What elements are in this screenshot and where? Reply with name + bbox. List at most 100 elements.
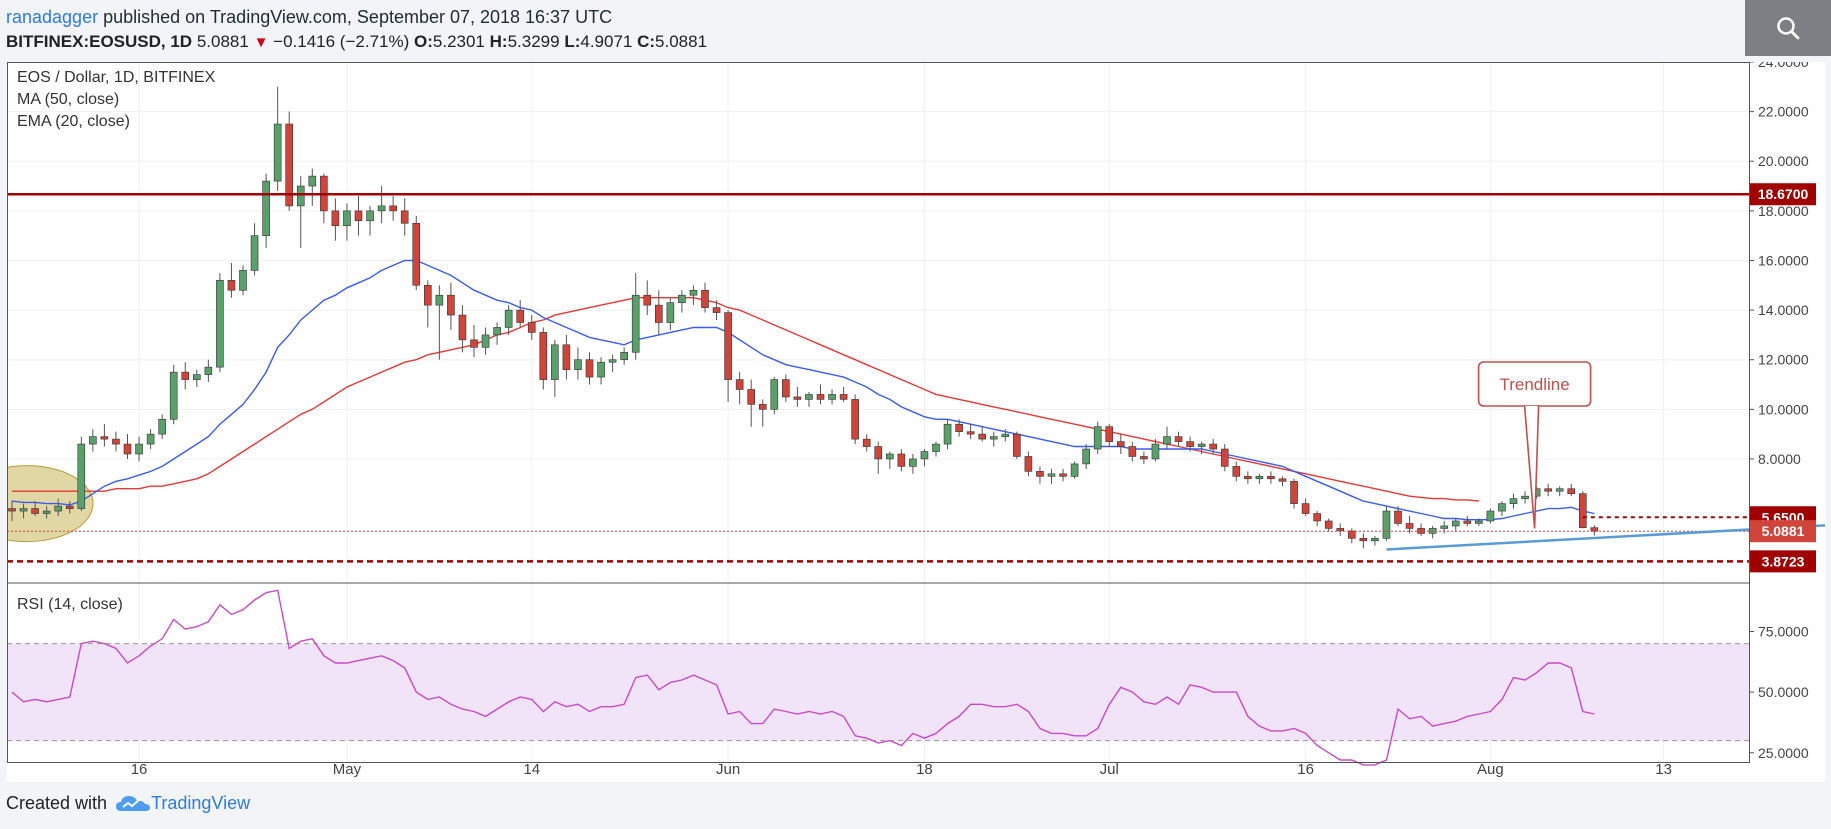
candle-body (216, 280, 224, 368)
x-tick-label: Aug (1477, 761, 1504, 778)
symbol-line: BITFINEX:EOSUSD, 1D 5.0881 ▼ −0.1416 (−2… (6, 30, 707, 55)
candle-body (112, 438, 120, 445)
tradingview-link[interactable]: TradingView (115, 793, 250, 814)
x-tick-label: 14 (523, 761, 540, 778)
candle-body (1555, 488, 1564, 492)
candle-body (54, 505, 63, 512)
y-tick-label: 22.0000 (1758, 104, 1809, 120)
candle-body (620, 351, 628, 361)
candle-body (955, 423, 963, 432)
candle-body (1082, 448, 1090, 465)
candle-body (654, 304, 663, 323)
candle-body (1567, 488, 1576, 494)
candle-body (423, 284, 432, 306)
y-tick-label: 14.0000 (1758, 302, 1809, 318)
tradingview-cloud-icon (116, 795, 151, 811)
candle-body (308, 175, 317, 187)
candle-body (227, 280, 236, 291)
candle-body (1140, 456, 1148, 460)
created-with-text: Created with (6, 793, 108, 813)
candle-body (828, 394, 836, 400)
candle-body (1036, 471, 1044, 477)
candle-body (481, 334, 490, 348)
price-level-tag (1750, 183, 1816, 206)
candle-body (1463, 520, 1472, 524)
x-tick-label: Jul (1100, 761, 1119, 778)
candle-body (1509, 498, 1518, 504)
x-tick-label: 13 (1655, 761, 1672, 778)
candle-body (1070, 463, 1079, 477)
candle-body (909, 458, 917, 467)
candle-body (1359, 538, 1368, 542)
candle-body (262, 180, 270, 236)
y-tick-label: 20.0000 (1758, 153, 1809, 169)
y-tick-label: 16.0000 (1758, 252, 1809, 268)
candle-body (770, 379, 779, 410)
price-chart[interactable]: 16May14Jun18Jul16Aug13Sep24.000022.00002… (0, 54, 1831, 782)
candle-body (146, 433, 155, 445)
open-label: O: (414, 32, 433, 51)
candle-body (366, 210, 374, 222)
down-arrow-icon: ▼ (253, 34, 269, 51)
candle-body (377, 205, 386, 212)
y-tick-label: 10.0000 (1758, 401, 1809, 417)
candle-body (816, 394, 825, 400)
candle-body (1013, 433, 1021, 457)
candle-body (1244, 476, 1252, 480)
candle-body (1382, 510, 1391, 539)
candle-body (1197, 443, 1206, 447)
candle-body (666, 302, 675, 323)
candle-body (551, 344, 559, 380)
candle-body (1255, 476, 1264, 480)
candle-body (193, 374, 201, 380)
price-level-tag-text: 5.0881 (1762, 523, 1805, 539)
candle-body (747, 389, 756, 405)
chart-frame: 16May14Jun18Jul16Aug13Sep24.000022.00002… (0, 54, 1831, 787)
candle-body (250, 235, 259, 271)
candle-body (735, 379, 744, 390)
candle-body (608, 359, 617, 363)
rsi-tick-label: 25.0000 (1758, 745, 1809, 761)
x-tick-label: 16 (1297, 761, 1314, 778)
candle-body (493, 327, 501, 336)
candle-body (412, 222, 421, 286)
price-level-tag (1750, 520, 1816, 543)
candle-body (1128, 446, 1137, 457)
search-icon (1777, 17, 1800, 40)
candle-body (8, 508, 16, 512)
candle-body (885, 453, 894, 460)
candle-body (932, 443, 940, 452)
candle-body (135, 443, 143, 455)
candle-body (181, 371, 190, 380)
low-value: 4.9071 (580, 32, 633, 51)
search-button[interactable] (1745, 0, 1831, 56)
candle-body (527, 322, 536, 333)
candle-body (447, 294, 455, 316)
close-label: C: (637, 32, 656, 51)
candle-body (1579, 493, 1587, 528)
candle-body (1451, 520, 1460, 527)
symbol-name: BITFINEX:EOSUSD, 1D (6, 32, 193, 51)
candle-body (1151, 443, 1160, 460)
author-link[interactable]: ranadagger (6, 7, 99, 27)
price-level-tag (1750, 550, 1816, 573)
candle-body (758, 404, 767, 410)
candle-body (123, 443, 132, 455)
candle-body (1093, 426, 1102, 450)
rsi-legend: RSI (14, close) (17, 596, 123, 613)
candle-body (643, 294, 652, 306)
candle-body (1117, 441, 1125, 447)
candle-body (65, 505, 74, 509)
candle-body (331, 210, 340, 227)
candle-body (1209, 443, 1217, 450)
candle-body (1024, 456, 1033, 472)
price-level-tag-text: 3.8723 (1762, 553, 1805, 569)
candle-body (1163, 436, 1171, 445)
price-level-tag-text: 18.6700 (1758, 186, 1809, 202)
candle-body (805, 394, 813, 400)
candle-body (204, 366, 213, 375)
candle-body (1440, 525, 1448, 529)
candle-body (689, 289, 698, 296)
candle-body (343, 210, 351, 227)
candle-body (897, 453, 906, 467)
